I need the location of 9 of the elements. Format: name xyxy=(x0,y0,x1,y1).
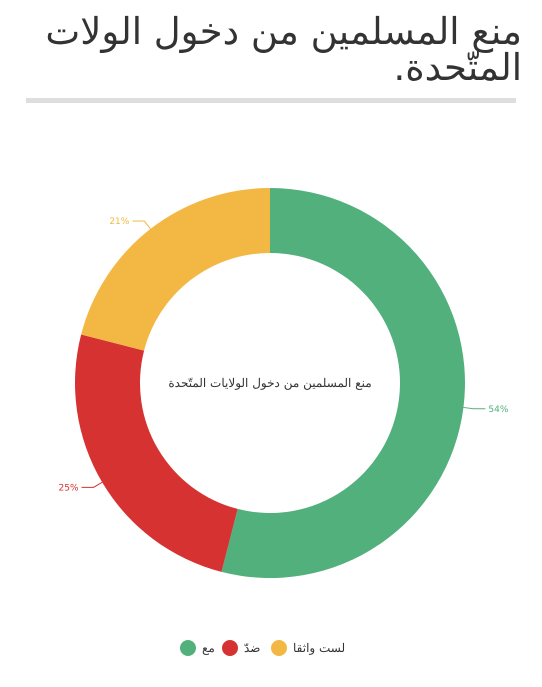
legend-label: لست واثقا xyxy=(293,641,346,656)
legend-label: ضدّ xyxy=(244,641,260,656)
data-label: 25% xyxy=(58,484,79,494)
chart-title: منع المسلمين من دخول الولات المتّحدة. xyxy=(44,9,523,89)
text: منع المسلمين من دخول الولايات المتّحدة xyxy=(168,376,372,390)
donut-slice xyxy=(81,188,270,351)
legend-label: مع xyxy=(202,641,215,656)
data-label: 21% xyxy=(109,217,130,228)
data-label: 54% xyxy=(488,404,509,415)
